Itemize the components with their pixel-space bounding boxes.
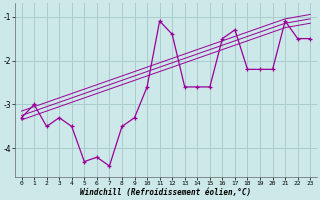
- X-axis label: Windchill (Refroidissement éolien,°C): Windchill (Refroidissement éolien,°C): [80, 188, 252, 197]
